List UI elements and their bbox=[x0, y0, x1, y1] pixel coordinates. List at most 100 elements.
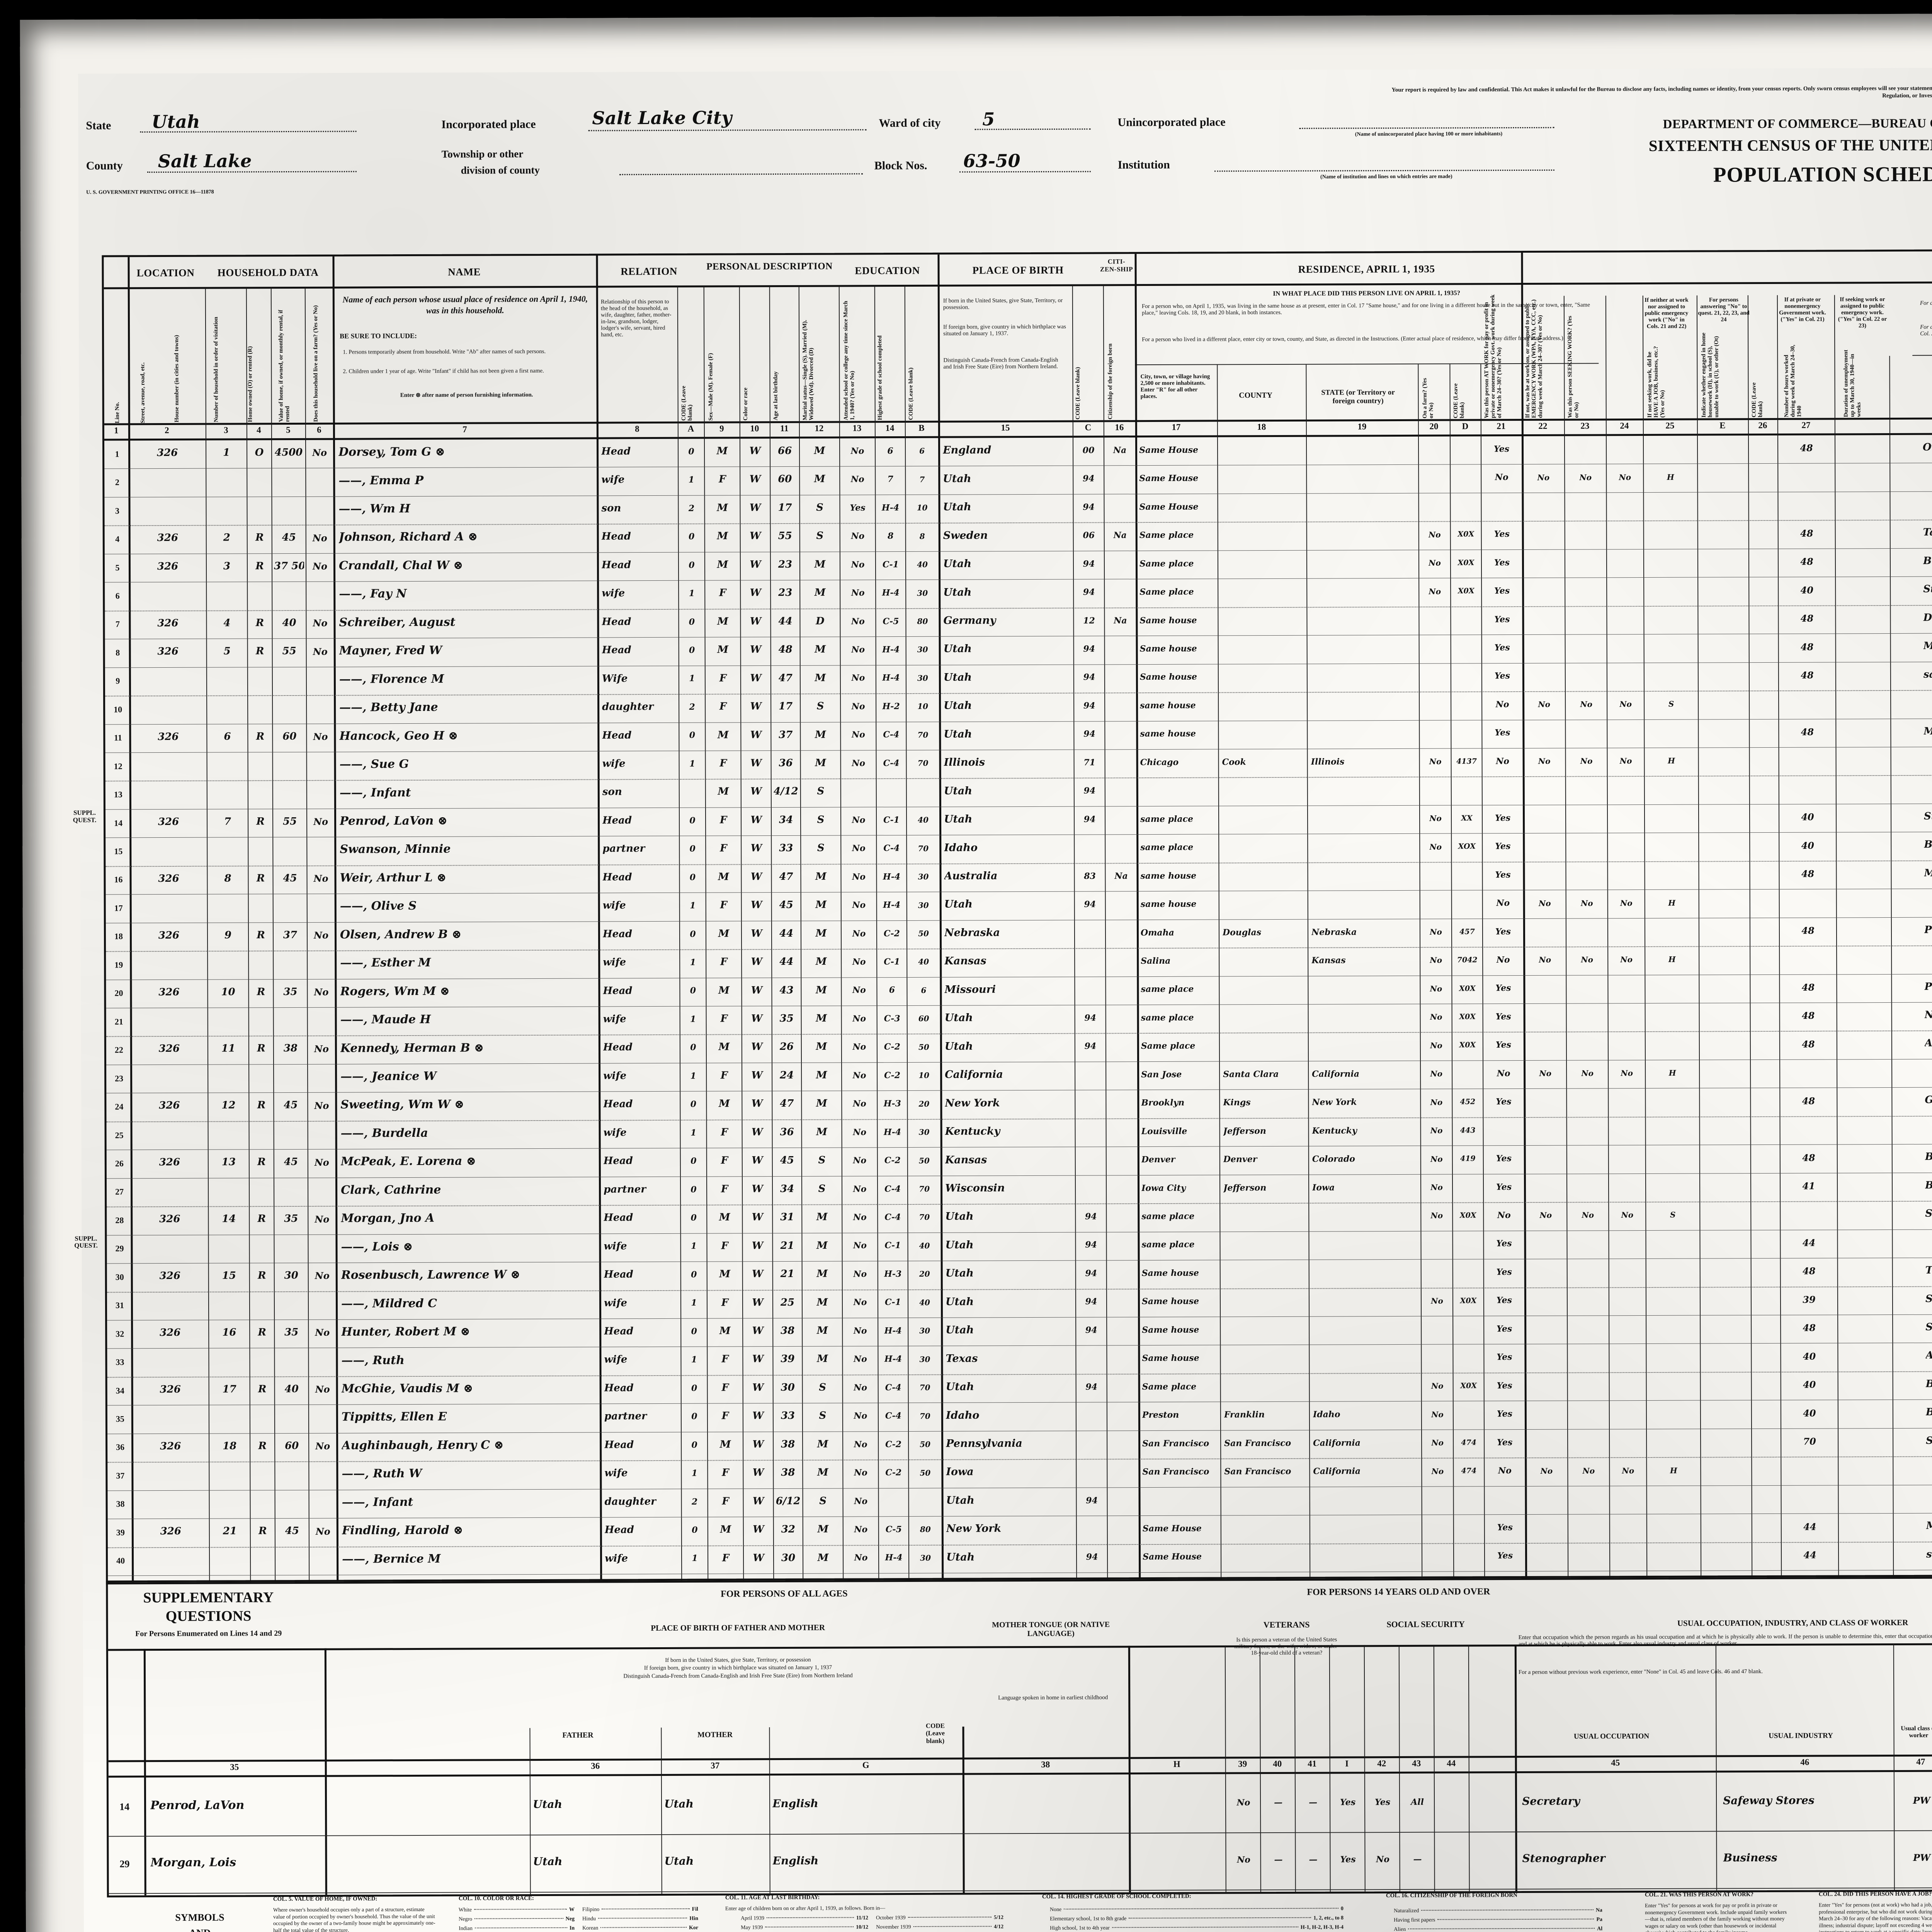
table-cell-occ[interactable]: Stenographer bbox=[1923, 810, 1932, 822]
table-cell-age[interactable]: 38 bbox=[781, 1325, 795, 1337]
table-cell-color[interactable]: W bbox=[750, 615, 762, 627]
table-cell-c22[interactable]: No bbox=[1539, 1068, 1551, 1078]
table-cell-mar[interactable]: S bbox=[816, 700, 824, 712]
table-cell-res19[interactable]: New York bbox=[1312, 1097, 1357, 1107]
table-cell-mar[interactable]: M bbox=[816, 1325, 828, 1337]
table-cell-occ[interactable]: Stenographer bbox=[1923, 583, 1932, 595]
table-cell-c26[interactable]: 40 bbox=[1801, 811, 1814, 823]
table-cell-mar[interactable]: M bbox=[816, 1296, 828, 1308]
table-cell-rel[interactable]: Head bbox=[603, 985, 633, 997]
table-cell-sch[interactable]: No bbox=[852, 957, 866, 967]
table-cell-res18[interactable]: San Francisco bbox=[1224, 1466, 1291, 1477]
table-cell-house[interactable]: 326 bbox=[160, 1383, 181, 1395]
table-cell-occ[interactable]: Bookkeeper bbox=[1925, 1378, 1932, 1390]
table-cell-pob[interactable]: New York bbox=[946, 1522, 1002, 1535]
table-cell-sch[interactable]: No bbox=[851, 701, 865, 712]
table-cell-sex[interactable]: F bbox=[721, 1353, 729, 1365]
table-cell-code[interactable]: 0 bbox=[689, 617, 695, 627]
table-cell-c23[interactable]: No bbox=[1580, 898, 1593, 908]
table-cell-name[interactable]: Rosenbusch, Lawrence W ⊗ bbox=[341, 1268, 520, 1282]
table-cell-code[interactable]: 0 bbox=[690, 929, 696, 939]
table-cell-farm[interactable]: No bbox=[315, 1327, 330, 1338]
table-cell-grade[interactable]: C-5 bbox=[883, 616, 899, 626]
table-cell-c23[interactable]: No bbox=[1582, 1466, 1595, 1476]
table-cell-name[interactable]: ——, Emma P bbox=[338, 473, 424, 488]
table-cell-rel[interactable]: wife bbox=[602, 900, 626, 912]
table-cell-occ[interactable]: Bookkeeper bbox=[1924, 838, 1932, 851]
table-cell-res17[interactable]: same house bbox=[1140, 899, 1197, 910]
table-cell-grade[interactable]: C-1 bbox=[884, 1240, 901, 1251]
table-cell-val[interactable]: 45 bbox=[285, 1525, 299, 1537]
table-cell-code[interactable]: 1 bbox=[690, 1014, 696, 1024]
table-cell-c21[interactable]: Yes bbox=[1495, 813, 1511, 823]
table-cell-grade[interactable]: C-1 bbox=[884, 957, 900, 967]
table-cell-sch[interactable]: No bbox=[850, 474, 864, 485]
table-cell-age[interactable]: 25 bbox=[780, 1296, 795, 1308]
table-cell-c26[interactable]: 48 bbox=[1800, 442, 1813, 454]
table-cell-codeD[interactable]: X0X bbox=[1460, 1296, 1477, 1305]
table-cell-color[interactable]: W bbox=[751, 1041, 763, 1053]
table-cell-code[interactable]: 2 bbox=[689, 702, 695, 712]
table-cell-age[interactable]: 17 bbox=[778, 700, 793, 713]
table-cell-res20[interactable]: No bbox=[1430, 1211, 1443, 1221]
table-cell-c21[interactable]: Yes bbox=[1496, 1097, 1512, 1107]
table-cell-color[interactable]: W bbox=[750, 558, 761, 571]
table-cell-color[interactable]: W bbox=[752, 1353, 764, 1365]
table-cell-c26[interactable]: 70 bbox=[1803, 1435, 1816, 1447]
table-cell-c23[interactable]: No bbox=[1581, 1068, 1594, 1078]
table-cell-sch[interactable]: No bbox=[854, 1524, 868, 1535]
table-cell-rel[interactable]: Head bbox=[603, 1041, 633, 1053]
table-cell-color[interactable]: W bbox=[749, 473, 761, 485]
table-cell-pob[interactable]: Utah bbox=[945, 1267, 974, 1280]
table-cell-res20[interactable]: No bbox=[1431, 1438, 1444, 1447]
table-cell-sex[interactable]: M bbox=[717, 616, 728, 628]
ward-value[interactable]: 5 bbox=[982, 109, 995, 130]
table-cell-name[interactable]: Tippitts, Ellen E bbox=[341, 1410, 447, 1424]
table-cell-c26[interactable]: 48 bbox=[1800, 612, 1814, 624]
table-cell-codeB[interactable]: 30 bbox=[918, 872, 929, 881]
table-cell-c24[interactable]: No bbox=[1619, 472, 1631, 482]
table-cell-res20[interactable]: No bbox=[1430, 1154, 1443, 1164]
table-cell-grade[interactable]: H-4 bbox=[881, 502, 900, 513]
supp-cell-vet[interactable]: No bbox=[1237, 1854, 1250, 1865]
table-cell-codeD[interactable]: 419 bbox=[1460, 1154, 1476, 1163]
table-cell-farm[interactable]: No bbox=[314, 1156, 329, 1168]
table-cell-house[interactable]: 326 bbox=[157, 532, 178, 544]
table-cell-c26[interactable]: 48 bbox=[1801, 726, 1814, 738]
table-cell-res20[interactable]: No bbox=[1430, 1041, 1442, 1050]
table-cell-code[interactable]: 1 bbox=[692, 1553, 698, 1564]
table-cell-grade[interactable]: C-4 bbox=[883, 758, 900, 769]
table-cell-codeC[interactable]: 71 bbox=[1083, 757, 1095, 768]
table-cell-grade[interactable]: H-4 bbox=[882, 588, 900, 598]
table-cell-age[interactable]: 44 bbox=[779, 956, 794, 968]
table-cell-code[interactable]: 0 bbox=[691, 1411, 697, 1422]
table-cell-age[interactable]: 34 bbox=[779, 814, 793, 826]
table-cell-code[interactable]: 0 bbox=[689, 645, 695, 655]
table-cell-codeB[interactable]: 40 bbox=[918, 957, 929, 967]
table-cell-pob[interactable]: Kentucky bbox=[945, 1125, 1000, 1138]
table-cell-res18[interactable]: Jefferson bbox=[1223, 1126, 1266, 1136]
table-cell-grade[interactable]: C-4 bbox=[884, 1212, 901, 1223]
table-cell-color[interactable]: W bbox=[752, 1467, 764, 1479]
table-cell-code[interactable]: 2 bbox=[691, 1497, 698, 1507]
table-cell-mar[interactable]: M bbox=[816, 1012, 827, 1024]
table-cell-codeC[interactable]: 06 bbox=[1083, 530, 1095, 541]
table-cell-c26[interactable]: 39 bbox=[1803, 1294, 1816, 1305]
table-cell-rel[interactable]: Head bbox=[604, 1382, 634, 1394]
table-cell-pob[interactable]: Kansas bbox=[945, 1153, 987, 1166]
table-cell-sch[interactable]: No bbox=[852, 871, 866, 882]
table-cell-codeD[interactable]: XOX bbox=[1458, 842, 1476, 851]
table-cell-farm[interactable]: No bbox=[315, 1213, 330, 1225]
table-cell-color[interactable]: W bbox=[750, 842, 762, 854]
table-cell-pob[interactable]: Idaho bbox=[944, 842, 978, 854]
table-cell-c26[interactable]: 48 bbox=[1802, 1038, 1815, 1050]
table-cell-rel[interactable]: wife bbox=[603, 956, 626, 968]
table-cell-color[interactable]: W bbox=[752, 1183, 763, 1195]
table-cell-cit[interactable]: Na bbox=[1114, 615, 1127, 626]
table-cell-age[interactable]: 6/12 bbox=[776, 1495, 801, 1507]
table-cell-own[interactable]: R bbox=[258, 1525, 267, 1537]
table-cell-pob[interactable]: Utah bbox=[944, 1040, 973, 1053]
table-cell-codeB[interactable]: 40 bbox=[919, 1298, 930, 1307]
table-cell-mar[interactable]: M bbox=[816, 1069, 827, 1081]
table-cell-res17[interactable]: same place bbox=[1140, 814, 1194, 824]
